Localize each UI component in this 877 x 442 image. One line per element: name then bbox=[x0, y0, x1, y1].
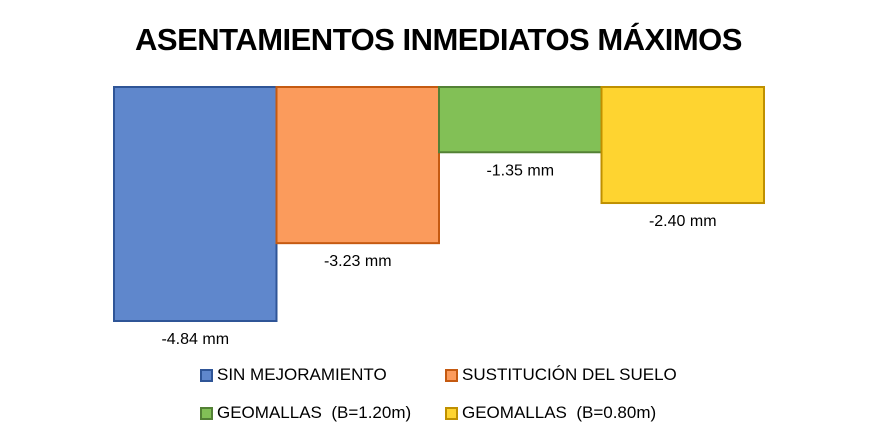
legend-swatch bbox=[200, 406, 213, 420]
legend-label: GEOMALLAS (B=1.20m) bbox=[217, 403, 412, 422]
data-label-1: -3.23 mm bbox=[324, 253, 392, 270]
legend-label: SIN MEJORAMIENTO bbox=[217, 365, 387, 384]
bar-2 bbox=[438, 86, 603, 154]
legend-item-1: SUSTITUCIÓN DEL SUELO bbox=[445, 365, 677, 385]
bar-1 bbox=[275, 86, 440, 245]
data-label-0: -4.84 mm bbox=[161, 331, 229, 348]
legend-label: GEOMALLAS (B=0.80m) bbox=[462, 403, 657, 422]
chart-title: ASENTAMIENTOS INMEDIATOS MÁXIMOS bbox=[135, 22, 742, 57]
legend-swatch bbox=[200, 368, 213, 382]
data-label-3: -2.40 mm bbox=[649, 213, 717, 230]
legend-item-3: GEOMALLAS (B=0.80m) bbox=[445, 403, 656, 423]
legend-label: SUSTITUCIÓN DEL SUELO bbox=[462, 365, 677, 384]
data-label-2: -1.35 mm bbox=[486, 162, 554, 179]
legend-swatch bbox=[445, 368, 458, 382]
legend-swatch bbox=[445, 406, 458, 420]
legend-item-0: SIN MEJORAMIENTO bbox=[200, 365, 387, 385]
bar-0 bbox=[113, 86, 278, 322]
bar-3 bbox=[600, 86, 765, 205]
legend-item-2: GEOMALLAS (B=1.20m) bbox=[200, 403, 411, 423]
